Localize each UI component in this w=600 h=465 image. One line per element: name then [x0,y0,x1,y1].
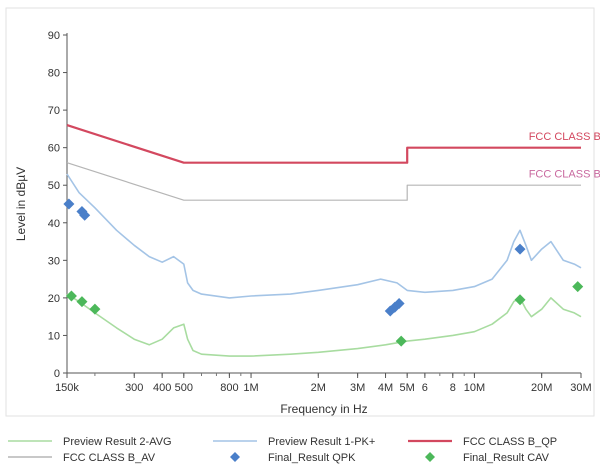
y-tick-label: 60 [48,143,60,155]
series-line-fcc-class-b-av [66,162,581,201]
y-tick-label: 10 [48,330,60,342]
y-tick-label: 50 [48,180,60,192]
annotations-layer: FCC CLASS B_QP FCC CLASS B_AV [529,131,600,181]
x-tick-label: 4M [378,382,393,394]
series-line-preview-result-2-avg [66,293,582,357]
x-tick-label: 10M [464,382,485,394]
marker-final-result-cav [76,296,88,308]
legend-swatch-final-result-cav [425,452,435,462]
y-tick-label: 0 [54,368,60,380]
markers-layer [63,198,584,347]
marker-final-result-qpk [393,298,405,310]
x-tick-label: 5M [400,382,415,394]
legend-label-final-result-cav: Final_Result CAV [463,452,550,464]
x-tick-label: 8 [450,382,456,394]
annotation-fcc-class-b-av: FCC CLASS B_AV [529,169,600,181]
x-tick-label: 1M [243,382,258,394]
marker-final-result-cav [572,281,584,293]
marker-final-result-cav [514,294,526,306]
legend-label-final-result-qpk: Final_Result QPK [268,452,356,464]
legend-label-fcc-class-b-av: FCC CLASS B_AV [63,452,156,464]
x-axis-label: Frequency in Hz [280,402,367,416]
legend: Preview Result 2-AVG Preview Result 1-PK+… [8,436,557,464]
x-tick-label: 300 [125,382,143,394]
legend-swatch-final-result-qpk [230,452,240,462]
marker-final-result-qpk [514,243,526,255]
x-tick-label: 20M [531,382,552,394]
x-tick-label: 400 [153,382,171,394]
y-tick-label: 90 [48,30,60,42]
legend-label-preview-result-2-avg: Preview Result 2-AVG [63,436,172,448]
x-tick-label: 3M [350,382,365,394]
marker-final-result-cav [89,303,101,315]
x-tick-label: 6 [422,382,428,394]
marker-final-result-cav [395,335,407,347]
marker-final-result-qpk [79,209,91,221]
marker-final-result-cav [65,290,77,302]
x-tick-label: 500 [175,382,193,394]
series-line-preview-result-1-pk [66,173,582,299]
legend-label-preview-result-1-pk: Preview Result 1-PK+ [268,436,375,448]
axes: 0 10 20 30 40 50 60 70 80 90 150k 300 400 500 800 1M 2M 3… [14,30,592,416]
x-tick-label: 150k [55,382,79,394]
legend-label-fcc-class-b-qp: FCC CLASS B_QP [463,436,557,448]
series-layer [66,124,582,357]
annotation-fcc-class-b-qp: FCC CLASS B_QP [529,131,600,143]
chart-frame [5,7,595,417]
y-tick-label: 80 [48,68,60,80]
x-tick-label: 30M [570,382,591,394]
x-tick-label: 800 [220,382,238,394]
marker-final-result-qpk [63,198,75,210]
y-tick-label: 20 [48,293,60,305]
y-tick-label: 40 [48,218,60,230]
series-line-fcc-class-b-qp [66,124,581,164]
y-axis-label: Level in dBµV [14,167,28,241]
x-tick-label: 2M [311,382,326,394]
y-tick-label: 70 [48,105,60,117]
y-tick-label: 30 [48,255,60,267]
